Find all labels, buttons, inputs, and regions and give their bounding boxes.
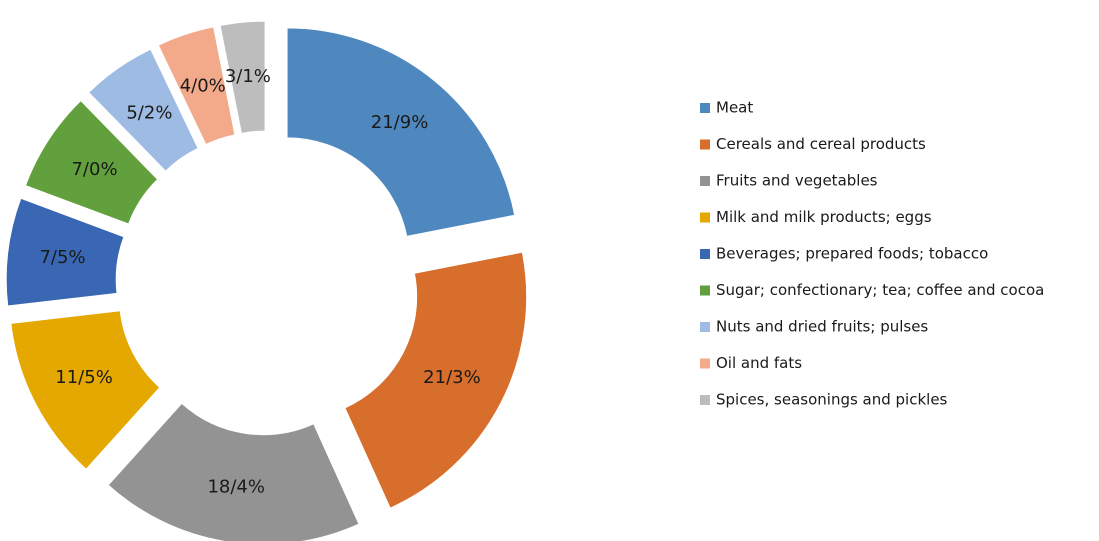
legend-swatch: [700, 212, 710, 223]
donut-slice: [10, 310, 161, 470]
legend-label: Milk and milk products; eggs: [716, 208, 932, 226]
legend-swatch: [700, 139, 710, 150]
legend-label: Fruits and vegetables: [716, 172, 878, 190]
legend-label: Nuts and dried fruits; pulses: [716, 318, 928, 336]
donut-slice: [286, 27, 516, 237]
legend-label: Spices, seasonings and pickles: [716, 391, 948, 409]
slice-label: 18/4%: [207, 477, 265, 498]
slice-label: 11/5%: [55, 367, 113, 388]
legend-label: Meat: [716, 99, 753, 117]
legend-swatch: [700, 322, 710, 332]
slice-label: 7/0%: [71, 159, 117, 180]
legend-swatch: [700, 285, 710, 296]
legend-label: Oil and fats: [716, 354, 802, 372]
donut-slice: [24, 99, 159, 225]
donut-slice: [157, 26, 236, 146]
legend-swatch: [700, 395, 710, 405]
slice-label: 21/9%: [371, 112, 429, 133]
donut-slice: [5, 197, 125, 307]
slice-label: 3/1%: [225, 66, 271, 87]
legend-label: Beverages; prepared foods; tobacco: [716, 245, 988, 263]
legend-swatch: [700, 176, 710, 186]
legend-label: Sugar; confectionary; tea; coffee and co…: [716, 281, 1044, 299]
legend-label: Cereals and cereal products: [716, 135, 926, 153]
slice-label: 5/2%: [126, 102, 172, 123]
legend-swatch: [700, 358, 710, 369]
donut-slice: [88, 48, 199, 172]
slice-label: 7/5%: [39, 247, 85, 268]
legend-swatch: [700, 249, 710, 259]
donut-slice: [107, 402, 360, 541]
donut-slice: [219, 20, 266, 135]
legend-swatch: [700, 103, 710, 113]
donut-slice: [344, 251, 528, 509]
slice-label: 4/0%: [180, 76, 226, 97]
slice-label: 21/3%: [423, 367, 481, 388]
